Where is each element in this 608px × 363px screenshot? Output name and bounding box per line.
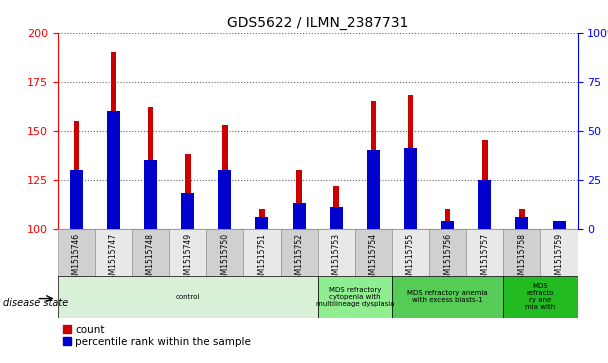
Bar [516, 217, 528, 229]
Bar [218, 170, 232, 229]
Bar [441, 221, 454, 229]
Bar [541, 229, 578, 278]
Bar [169, 229, 206, 278]
Bar [222, 125, 227, 229]
Bar [503, 229, 541, 278]
Bar [107, 111, 120, 229]
Text: disease state: disease state [3, 298, 68, 308]
Bar [392, 276, 503, 318]
Bar [255, 217, 269, 229]
Bar [553, 221, 565, 229]
Text: GSM1515754: GSM1515754 [369, 233, 378, 284]
Bar [404, 148, 417, 229]
Text: GSM1515748: GSM1515748 [146, 233, 155, 284]
Bar [292, 203, 306, 229]
Legend: count, percentile rank within the sample: count, percentile rank within the sample [63, 325, 251, 347]
Text: GSM1515750: GSM1515750 [220, 233, 229, 284]
Bar [519, 209, 525, 229]
Text: GSM1515753: GSM1515753 [332, 233, 340, 284]
Bar [317, 276, 392, 318]
Text: GSM1515757: GSM1515757 [480, 233, 489, 284]
Bar [445, 209, 451, 229]
Bar [70, 170, 83, 229]
Bar [181, 193, 194, 229]
Bar [330, 207, 343, 229]
Text: GSM1515747: GSM1515747 [109, 233, 118, 284]
Bar [74, 121, 79, 229]
Bar [317, 229, 355, 278]
Bar [367, 150, 380, 229]
Bar [259, 209, 264, 229]
Bar [148, 107, 153, 229]
Text: MDS refractory
cytopenia with
multilineage dysplasia: MDS refractory cytopenia with multilinea… [316, 287, 394, 307]
Bar [556, 223, 562, 229]
Bar [333, 185, 339, 229]
Text: MDS refractory anemia
with excess blasts-1: MDS refractory anemia with excess blasts… [407, 290, 488, 303]
Bar [185, 154, 190, 229]
Bar [206, 229, 243, 278]
Bar [111, 52, 116, 229]
Bar [482, 140, 488, 229]
Bar [392, 229, 429, 278]
Text: GSM1515758: GSM1515758 [517, 233, 527, 284]
Text: control: control [176, 294, 200, 300]
Bar [408, 95, 413, 229]
Bar [296, 170, 302, 229]
Bar [371, 101, 376, 229]
Bar [95, 229, 132, 278]
Title: GDS5622 / ILMN_2387731: GDS5622 / ILMN_2387731 [227, 16, 409, 30]
Bar [355, 229, 392, 278]
Text: GSM1515746: GSM1515746 [72, 233, 81, 284]
Text: GSM1515755: GSM1515755 [406, 233, 415, 284]
Bar [503, 276, 578, 318]
Bar [58, 276, 317, 318]
Text: GSM1515756: GSM1515756 [443, 233, 452, 284]
Bar [280, 229, 317, 278]
Text: GSM1515752: GSM1515752 [295, 233, 303, 284]
Bar [429, 229, 466, 278]
Text: GSM1515749: GSM1515749 [183, 233, 192, 284]
Text: GSM1515759: GSM1515759 [554, 233, 564, 284]
Bar [243, 229, 280, 278]
Text: MDS
refracto
ry ane
mia with: MDS refracto ry ane mia with [525, 283, 556, 310]
Bar [58, 229, 95, 278]
Bar [466, 229, 503, 278]
Bar [132, 229, 169, 278]
Bar [478, 180, 491, 229]
Bar [144, 160, 157, 229]
Text: GSM1515751: GSM1515751 [257, 233, 266, 284]
